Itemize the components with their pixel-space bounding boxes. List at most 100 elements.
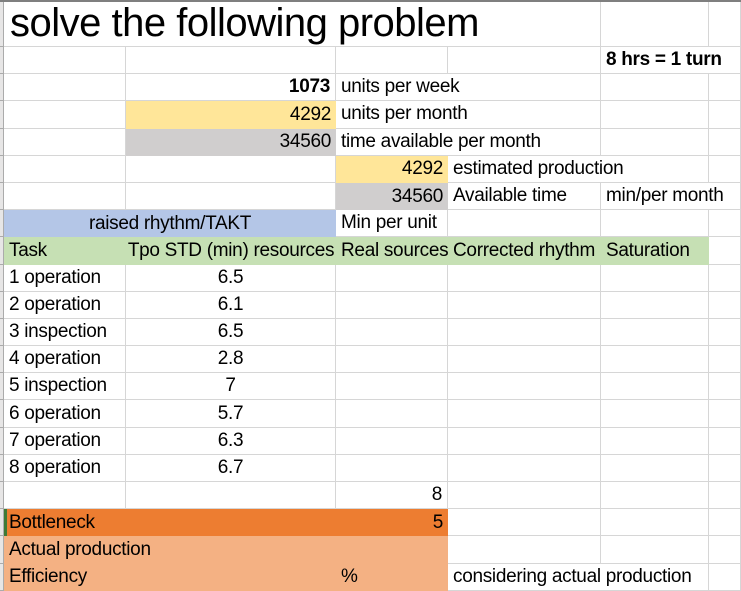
empty-cell[interactable]: [709, 318, 741, 347]
empty-cell[interactable]: [448, 264, 601, 292]
empty-cell[interactable]: [4, 74, 126, 102]
empty-cell[interactable]: [709, 482, 741, 510]
empty-cell[interactable]: [448, 47, 601, 75]
tpo-cell[interactable]: 2.8: [126, 346, 336, 374]
turn-note-cell[interactable]: 8 hrs = 1 turn: [601, 47, 741, 75]
empty-cell[interactable]: [709, 536, 741, 564]
empty-cell[interactable]: [448, 210, 601, 238]
empty-cell[interactable]: [448, 400, 601, 428]
tpo-cell[interactable]: 5.7: [126, 400, 336, 428]
tpo-cell[interactable]: 6.5: [126, 264, 336, 292]
empty-cell[interactable]: [448, 427, 601, 455]
task-cell[interactable]: 1 operation: [4, 264, 126, 292]
task-cell[interactable]: 8 operation: [4, 454, 126, 482]
header-corrected-rhythm[interactable]: Corrected rhythm: [448, 237, 601, 265]
empty-cell[interactable]: [448, 536, 601, 564]
efficiency-percent-cell[interactable]: %: [336, 563, 448, 591]
header-task[interactable]: Task: [4, 237, 126, 265]
empty-cell[interactable]: [448, 291, 601, 319]
empty-cell[interactable]: [601, 318, 709, 347]
empty-cell[interactable]: [4, 128, 126, 156]
empty-cell[interactable]: [601, 101, 709, 129]
units-per-week-label[interactable]: units per week: [336, 74, 601, 102]
efficiency-label-cell[interactable]: Efficiency: [4, 563, 336, 591]
header-real-sources[interactable]: Real sources: [336, 237, 449, 265]
header-saturation[interactable]: Saturation: [601, 237, 709, 265]
empty-cell[interactable]: [448, 509, 601, 537]
empty-cell[interactable]: [709, 74, 741, 102]
empty-cell[interactable]: [336, 346, 448, 374]
empty-cell[interactable]: [4, 155, 126, 183]
empty-cell[interactable]: [709, 155, 741, 183]
empty-cell[interactable]: [448, 373, 601, 401]
empty-cell[interactable]: [601, 291, 709, 319]
empty-cell[interactable]: [126, 47, 336, 75]
empty-cell[interactable]: [601, 346, 709, 374]
tpo-cell[interactable]: 6.7: [126, 454, 336, 482]
empty-cell[interactable]: [448, 482, 601, 510]
empty-cell[interactable]: [709, 509, 741, 537]
time-available-value[interactable]: 34560: [126, 128, 336, 156]
tpo-cell[interactable]: 6.1: [126, 291, 336, 319]
empty-cell[interactable]: [448, 346, 601, 374]
empty-cell[interactable]: [4, 101, 126, 129]
empty-cell[interactable]: [601, 454, 709, 482]
empty-cell[interactable]: [601, 427, 709, 455]
empty-cell[interactable]: [601, 210, 709, 238]
empty-cell[interactable]: [709, 563, 741, 591]
empty-cell[interactable]: [601, 2, 709, 47]
tpo-cell[interactable]: 6.5: [126, 318, 336, 347]
empty-cell[interactable]: [126, 182, 336, 211]
empty-cell[interactable]: [709, 291, 741, 319]
tpo-cell[interactable]: 7: [126, 373, 336, 401]
available-time-label[interactable]: Available time: [448, 182, 601, 211]
empty-cell[interactable]: [709, 2, 741, 47]
units-per-month-value[interactable]: 4292: [126, 101, 336, 129]
empty-cell[interactable]: [601, 400, 709, 428]
units-per-month-label[interactable]: units per month: [336, 101, 601, 129]
empty-cell[interactable]: [336, 400, 448, 428]
empty-cell[interactable]: [709, 128, 741, 156]
estimated-production-label[interactable]: estimated production: [448, 155, 709, 183]
available-time-value[interactable]: 34560: [336, 182, 448, 211]
empty-cell[interactable]: [709, 101, 741, 129]
task-cell[interactable]: 5 inspection: [4, 373, 126, 401]
empty-cell[interactable]: [448, 454, 601, 482]
empty-cell[interactable]: [601, 74, 709, 102]
estimated-production-value[interactable]: 4292: [336, 155, 448, 183]
task-cell[interactable]: 2 operation: [4, 291, 126, 319]
empty-cell[interactable]: [709, 454, 741, 482]
empty-cell[interactable]: [336, 454, 448, 482]
empty-cell[interactable]: [601, 536, 709, 564]
empty-cell[interactable]: [709, 373, 741, 401]
empty-cell[interactable]: [336, 264, 448, 292]
empty-cell[interactable]: [709, 237, 741, 265]
empty-cell[interactable]: [709, 264, 741, 292]
empty-cell[interactable]: [4, 482, 126, 510]
units-per-week-value[interactable]: 1073: [126, 74, 336, 102]
efficiency-note-cell[interactable]: considering actual production: [448, 563, 709, 591]
available-time-unit[interactable]: min/per month: [601, 182, 741, 211]
empty-cell[interactable]: [336, 318, 448, 347]
empty-cell[interactable]: [126, 482, 336, 510]
empty-cell[interactable]: [601, 482, 709, 510]
takt-label-cell[interactable]: raised rhythm/TAKT: [4, 210, 336, 238]
resources-total-cell[interactable]: 8: [336, 482, 448, 510]
empty-cell[interactable]: [448, 318, 601, 347]
task-cell[interactable]: 7 operation: [4, 427, 126, 455]
time-available-label[interactable]: time available per month: [336, 128, 601, 156]
empty-cell[interactable]: [709, 346, 741, 374]
takt-unit-cell[interactable]: Min per unit: [336, 210, 448, 238]
page-title[interactable]: solve the following problem: [4, 2, 601, 47]
empty-cell[interactable]: [709, 210, 741, 238]
empty-cell[interactable]: [4, 182, 126, 211]
empty-cell[interactable]: [4, 47, 126, 75]
empty-cell[interactable]: [336, 427, 448, 455]
task-cell[interactable]: 3 inspection: [4, 318, 126, 347]
empty-cell[interactable]: [601, 373, 709, 401]
empty-cell[interactable]: [336, 47, 448, 75]
actual-production-row[interactable]: Actual production: [4, 536, 448, 564]
empty-cell[interactable]: [709, 427, 741, 455]
empty-cell[interactable]: [336, 373, 448, 401]
empty-cell[interactable]: [126, 155, 336, 183]
